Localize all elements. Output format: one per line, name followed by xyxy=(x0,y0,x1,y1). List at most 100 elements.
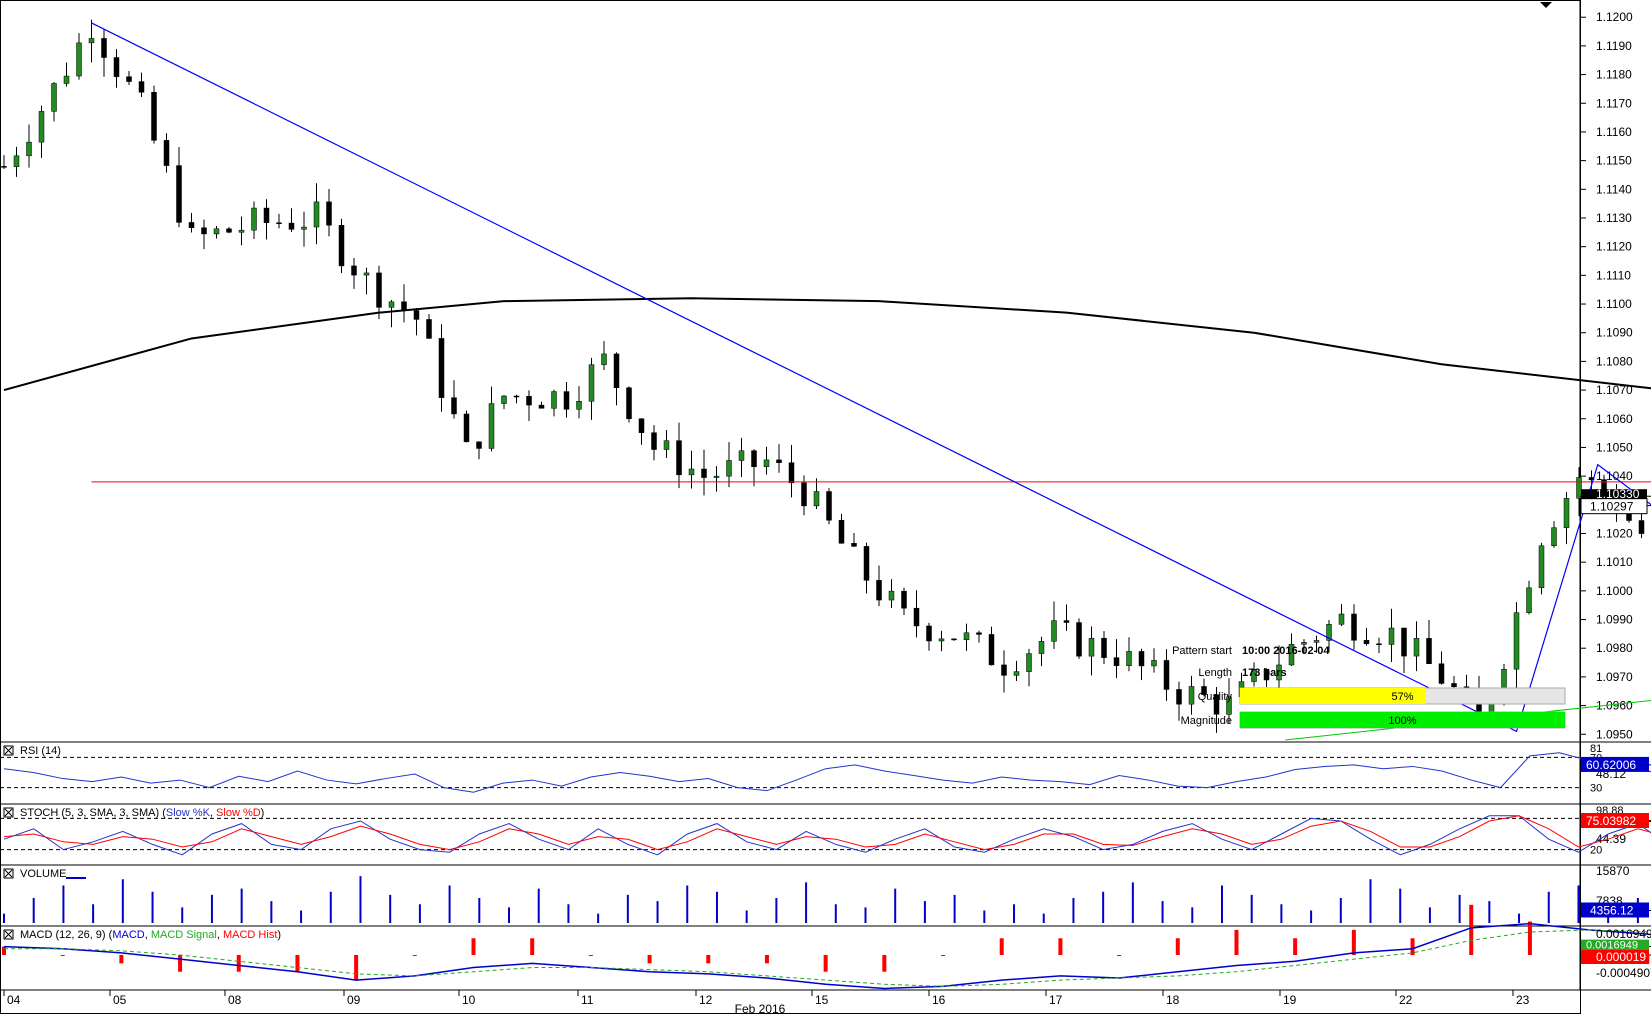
macd-signal-line xyxy=(4,929,1651,987)
close-icon[interactable] xyxy=(4,746,13,755)
macd-hist-bar xyxy=(1410,938,1415,955)
time-tick-label: 11 xyxy=(581,993,594,1007)
candle-up xyxy=(1013,671,1020,676)
macd-hist-box xyxy=(1581,950,1649,964)
macd-hist-bar xyxy=(354,955,359,981)
candle-down xyxy=(276,222,282,224)
price-tick-label: 1.1010 xyxy=(1596,555,1633,569)
candle-up xyxy=(388,301,395,308)
time-tick-label: 22 xyxy=(1399,993,1413,1007)
candle-down xyxy=(926,625,932,642)
time-tick-label: 19 xyxy=(1283,993,1297,1007)
candle-down xyxy=(1351,613,1357,641)
stoch-current-value: 75.03982 xyxy=(1586,814,1636,828)
macd-title: MACD (12, 26, 9) ( xyxy=(20,929,113,941)
candle-down xyxy=(788,462,795,484)
candle-up xyxy=(251,207,257,231)
candle-down xyxy=(1426,638,1432,664)
macd-close: ) xyxy=(277,929,281,941)
stoch-d-legend: Slow %D xyxy=(216,807,261,819)
candle-down xyxy=(476,441,482,449)
scroll-down-icon[interactable] xyxy=(1540,2,1552,8)
macd-signal-box xyxy=(1581,939,1649,951)
candle-up xyxy=(26,141,32,157)
candle-up xyxy=(588,364,595,402)
macd-hist-bar xyxy=(1293,938,1298,955)
candle-down xyxy=(1063,620,1070,623)
candle-up xyxy=(663,440,670,450)
macd-hist-bar xyxy=(999,938,1004,955)
macd-hist-bar xyxy=(236,955,241,972)
candle-down xyxy=(188,222,195,228)
stoch-panel[interactable]: STOCH (5, 3, SMA, 3, SMA) (Slow %K, Slow… xyxy=(0,803,1651,857)
macd-hist-bar xyxy=(1117,955,1122,956)
candle-down xyxy=(113,57,120,77)
panel-title: MACD (12, 26, 9) (MACD, MACD Signal, MAC… xyxy=(20,929,281,941)
candle-up xyxy=(713,475,720,478)
candle-up xyxy=(1513,612,1520,670)
macd-hist-bar xyxy=(588,955,593,956)
close-icon[interactable] xyxy=(4,869,13,878)
candle-down xyxy=(913,607,920,627)
candle-up xyxy=(1526,587,1532,613)
stoch-title: STOCH (5, 3, SMA, 3, SMA) ( xyxy=(20,807,166,819)
candle-up xyxy=(763,459,770,467)
quality-value: 57% xyxy=(1391,691,1413,703)
candle-up xyxy=(1051,620,1057,642)
macd-hist-bar xyxy=(412,955,417,956)
candle-up xyxy=(551,391,557,409)
close-icon[interactable] xyxy=(4,808,13,817)
moving-average-line xyxy=(3,297,1651,392)
candle-up xyxy=(501,395,507,404)
candle-down xyxy=(701,468,707,478)
candle-down xyxy=(626,387,632,420)
price-panel[interactable]: 1.1200 1.1190 1.1180 1.1170 1.1160 1.1150 1.11… xyxy=(1,10,1651,741)
candle-down xyxy=(338,224,345,267)
macd-hist-bar xyxy=(706,955,711,964)
time-tick-label: 04 xyxy=(7,993,21,1007)
macd-hist-bar xyxy=(1351,929,1356,955)
time-tick-label: 18 xyxy=(1166,993,1180,1007)
candle-up xyxy=(738,450,745,461)
candle-up xyxy=(1338,613,1345,625)
stoch-sep: , xyxy=(210,807,216,819)
candle-down xyxy=(1638,520,1645,534)
candle-up xyxy=(576,401,582,410)
volume-current-box xyxy=(1581,902,1649,918)
candle-up xyxy=(1126,651,1132,666)
candle-down xyxy=(1626,512,1632,521)
macd-hist-legend: MACD Hist xyxy=(223,929,277,941)
candle-up xyxy=(51,83,57,112)
candle-down xyxy=(438,338,445,398)
price-tick-label: 1.0960 xyxy=(1596,699,1633,713)
price-tick-label: 1.1100 xyxy=(1596,297,1632,311)
macd-hist-bar xyxy=(119,955,124,964)
candle-down xyxy=(1401,627,1407,657)
price-tick-label: 1.1020 xyxy=(1596,526,1633,540)
candle-up xyxy=(1188,686,1195,705)
macd-hist-bar xyxy=(941,955,946,956)
macd-panel[interactable]: MACD (12, 26, 9) (MACD, MACD Signal, MAC… xyxy=(0,904,1651,990)
magnitude-value: 100% xyxy=(1388,715,1416,727)
price-tick-label: 1.1090 xyxy=(1596,326,1633,340)
candle-up xyxy=(813,491,820,507)
candle-down xyxy=(288,222,295,230)
candle-up xyxy=(688,468,695,476)
candle-up xyxy=(1413,638,1420,657)
candle-down xyxy=(226,228,232,233)
rsi-level-label: 30 xyxy=(1590,783,1602,795)
candle-up xyxy=(1288,644,1295,666)
price-tick-label: 1.1050 xyxy=(1596,440,1633,454)
macd-line xyxy=(3,922,1651,990)
price-tick-label: 1.0980 xyxy=(1596,641,1633,655)
magnitude-bar-fill xyxy=(1240,712,1565,728)
macd-hist-bar xyxy=(295,955,300,972)
close-icon[interactable] xyxy=(4,930,13,939)
candle-up xyxy=(213,228,220,235)
candle-down xyxy=(426,319,432,339)
price-tick-label: 1.1140 xyxy=(1596,182,1632,196)
candle-up xyxy=(1538,545,1545,589)
candle-down xyxy=(1263,669,1270,681)
